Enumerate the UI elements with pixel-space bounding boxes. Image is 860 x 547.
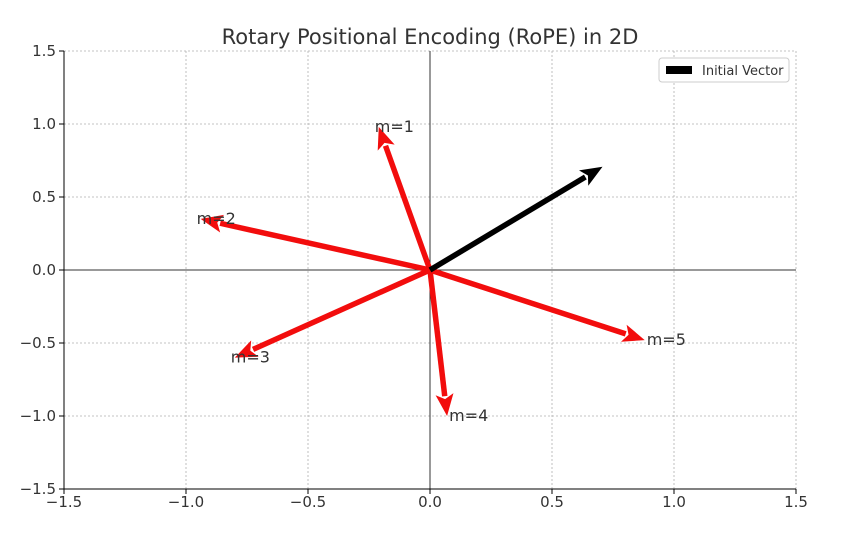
rotated-vector-shaft — [429, 267, 627, 337]
y-tick-label: 1.5 — [32, 42, 56, 60]
initial-vector-head — [579, 166, 603, 186]
vector-label: m=5 — [647, 330, 686, 349]
rotated-vector-head — [377, 126, 395, 151]
legend-label: Initial Vector — [702, 64, 784, 79]
x-tick-label: 1.0 — [662, 493, 686, 511]
rotated-vector-shaft — [427, 269, 448, 397]
vector-label: m=1 — [375, 117, 414, 136]
initial-vector-shaft — [428, 174, 587, 273]
rotated-vector-head — [200, 214, 225, 233]
rotated-vector-head — [435, 393, 454, 416]
y-tick-label: −0.5 — [20, 334, 56, 352]
y-tick-label: 0.5 — [32, 188, 56, 206]
y-tick-label: 0.0 — [32, 261, 56, 279]
x-tick-label: −1.0 — [168, 493, 204, 511]
rotated-vector-head — [621, 324, 645, 342]
y-tick-label: 1.0 — [32, 115, 56, 133]
y-tick-label: −1.0 — [20, 407, 56, 425]
rotated-vector-shaft — [251, 267, 432, 352]
vector-label: m=4 — [449, 406, 488, 425]
vector-label: m=2 — [197, 209, 236, 228]
rotated-vector-shaft — [382, 144, 433, 271]
y-tick-label: −1.5 — [20, 480, 56, 498]
legend-swatch — [666, 66, 692, 74]
x-tick-label: 1.5 — [784, 493, 808, 511]
vector-label: m=3 — [231, 348, 270, 367]
rotated-vector-head — [234, 340, 259, 358]
rotated-vector-shaft — [219, 220, 431, 273]
x-tick-label: −1.5 — [46, 493, 82, 511]
legend-box — [658, 57, 790, 83]
x-tick-label: −0.5 — [290, 493, 326, 511]
x-tick-label: 0.0 — [418, 493, 442, 511]
chart-title: Rotary Positional Encoding (RoPE) in 2D — [222, 25, 639, 49]
x-tick-label: 0.5 — [540, 493, 564, 511]
